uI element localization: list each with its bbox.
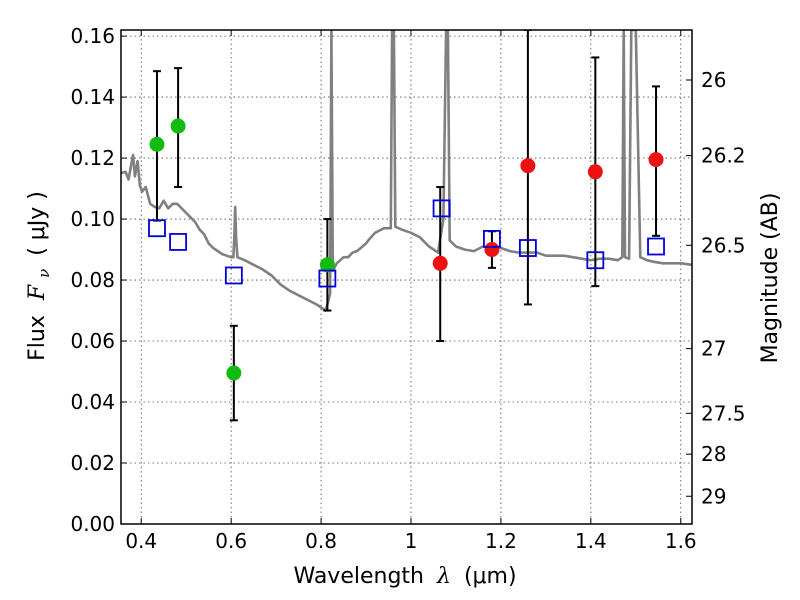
y-axis-title-text: Flux (25, 315, 50, 361)
y-tick-label: 0.12 (70, 146, 115, 170)
y2-tick-label: 27 (701, 337, 726, 361)
model-spectrum-line (121, 30, 692, 312)
x-axis-title: Wavelength λ (μm) (293, 564, 516, 589)
data-point-circle (226, 365, 242, 381)
data-point-square (518, 239, 537, 257)
y-axis-title-subscript: ν (35, 269, 53, 278)
data-point-square (586, 251, 605, 270)
data-point-square (647, 237, 665, 256)
data-point-square (224, 266, 243, 285)
error-bars (152, 30, 661, 422)
x-tick-label: 0.4 (125, 529, 157, 553)
model-spectrum-layer (121, 30, 692, 312)
x-tick-label: 0.6 (215, 529, 247, 553)
y-tick-label: 0.06 (70, 329, 115, 353)
x-tick-label: 0.8 (305, 529, 337, 553)
x-axis-title-text: Wavelength (293, 564, 424, 589)
ticks: 0.4 0.6 0.8 1 1.2 1.4 1.6 0.00 0.02 0.04 0.06 0.08 0… (70, 24, 745, 553)
y-axis-title-unit: ( μJy ) (25, 191, 50, 256)
data-point-circle (484, 242, 500, 258)
x-axis-title-unit: (μm) (464, 564, 517, 589)
y2-tick-label: 26.5 (701, 233, 746, 257)
y-axis-title: Flux F ν ( μJy ) (25, 191, 55, 361)
x-axis-title-symbol: λ (436, 564, 451, 589)
y2-axis-title: Magnitude (AB) (758, 193, 783, 364)
data-point-circle (432, 255, 448, 271)
data-markers (148, 118, 665, 381)
x-tick-label: 1.6 (665, 529, 697, 553)
data-point-square (483, 229, 501, 248)
y-tick-label: 0.14 (70, 85, 115, 109)
data-point-circle (149, 136, 165, 152)
y-tick-label: 0.02 (70, 451, 115, 475)
data-point-circle (520, 158, 536, 174)
y2-tick-label: 29 (701, 484, 726, 508)
y-tick-label: 0.00 (70, 512, 115, 536)
data-point-square (148, 219, 166, 238)
y2-tick-label: 27.5 (701, 401, 746, 425)
y2-tick-label: 28 (701, 442, 726, 466)
data-point-square (318, 269, 337, 288)
y2-tick-label: 26.2 (701, 144, 746, 168)
y-tick-label: 0.10 (70, 207, 115, 231)
data-point-square (432, 199, 451, 218)
x-tick-label: 1.4 (575, 529, 607, 553)
x-tick-label: 1.2 (485, 529, 517, 553)
grid (121, 30, 692, 525)
y-axis-title-symbol: F (25, 284, 50, 301)
x-tick-label: 1 (405, 529, 418, 553)
plot-frame (120, 29, 693, 525)
y2-tick-label: 26 (701, 68, 726, 92)
data-point-circle (170, 118, 186, 134)
data-point-circle (587, 164, 603, 180)
y-tick-label: 0.16 (70, 24, 115, 48)
y-tick-label: 0.04 (70, 390, 115, 414)
data-point-circle (319, 257, 335, 273)
data-point-circle (648, 152, 664, 168)
y-tick-label: 0.08 (70, 268, 115, 292)
data-point-square (169, 233, 188, 251)
